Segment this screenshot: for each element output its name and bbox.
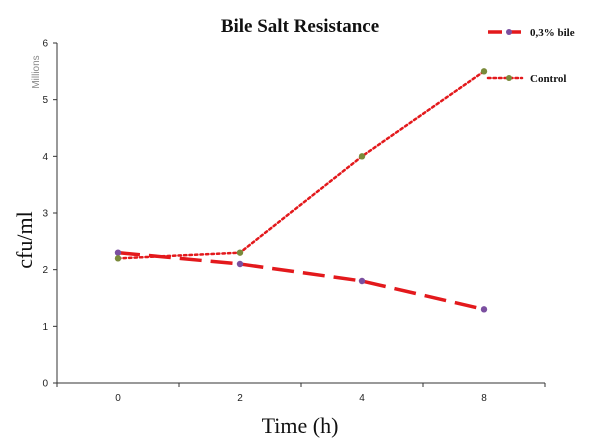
y-tick-label: 5 [42, 95, 48, 106]
x-tick-label: 8 [481, 393, 487, 404]
data-point [236, 260, 244, 268]
data-point [236, 249, 244, 256]
y-tick-label: 0 [42, 379, 48, 390]
y-tick-label: 3 [42, 209, 48, 220]
series-line-0 [117, 250, 485, 312]
x-tick-label: 0 [115, 393, 121, 404]
legend-label-0: 0,3% bile [530, 27, 575, 39]
y-tick-label: 2 [42, 265, 48, 276]
chart-title: Bile Salt Resistance [221, 16, 379, 37]
y-unit-label: Millions [31, 55, 42, 88]
data-point [358, 153, 366, 160]
y-axis-title: cfu/ml [12, 211, 37, 268]
y-tick-label: 6 [42, 39, 48, 50]
x-axis-title: Time (h) [262, 413, 339, 438]
legend-marker-1 [506, 75, 512, 81]
data-point [358, 277, 366, 285]
legend-label-1: Control [530, 73, 566, 85]
data-point [480, 68, 488, 75]
x-tick-label: 2 [237, 393, 243, 404]
data-point [114, 249, 122, 256]
legend: 0,3% bile Control [486, 27, 575, 85]
data-point [480, 306, 488, 313]
y-ticks: 0 1 2 3 4 5 6 [42, 39, 57, 390]
series-line-1 [116, 70, 486, 260]
y-tick-label: 1 [42, 322, 48, 333]
data-point [114, 255, 122, 262]
x-tick-label: 4 [359, 393, 365, 404]
x-ticks: 0 2 4 8 [56, 383, 546, 404]
legend-marker-0 [506, 29, 512, 35]
y-tick-label: 4 [42, 152, 48, 163]
series-layer [114, 68, 488, 313]
